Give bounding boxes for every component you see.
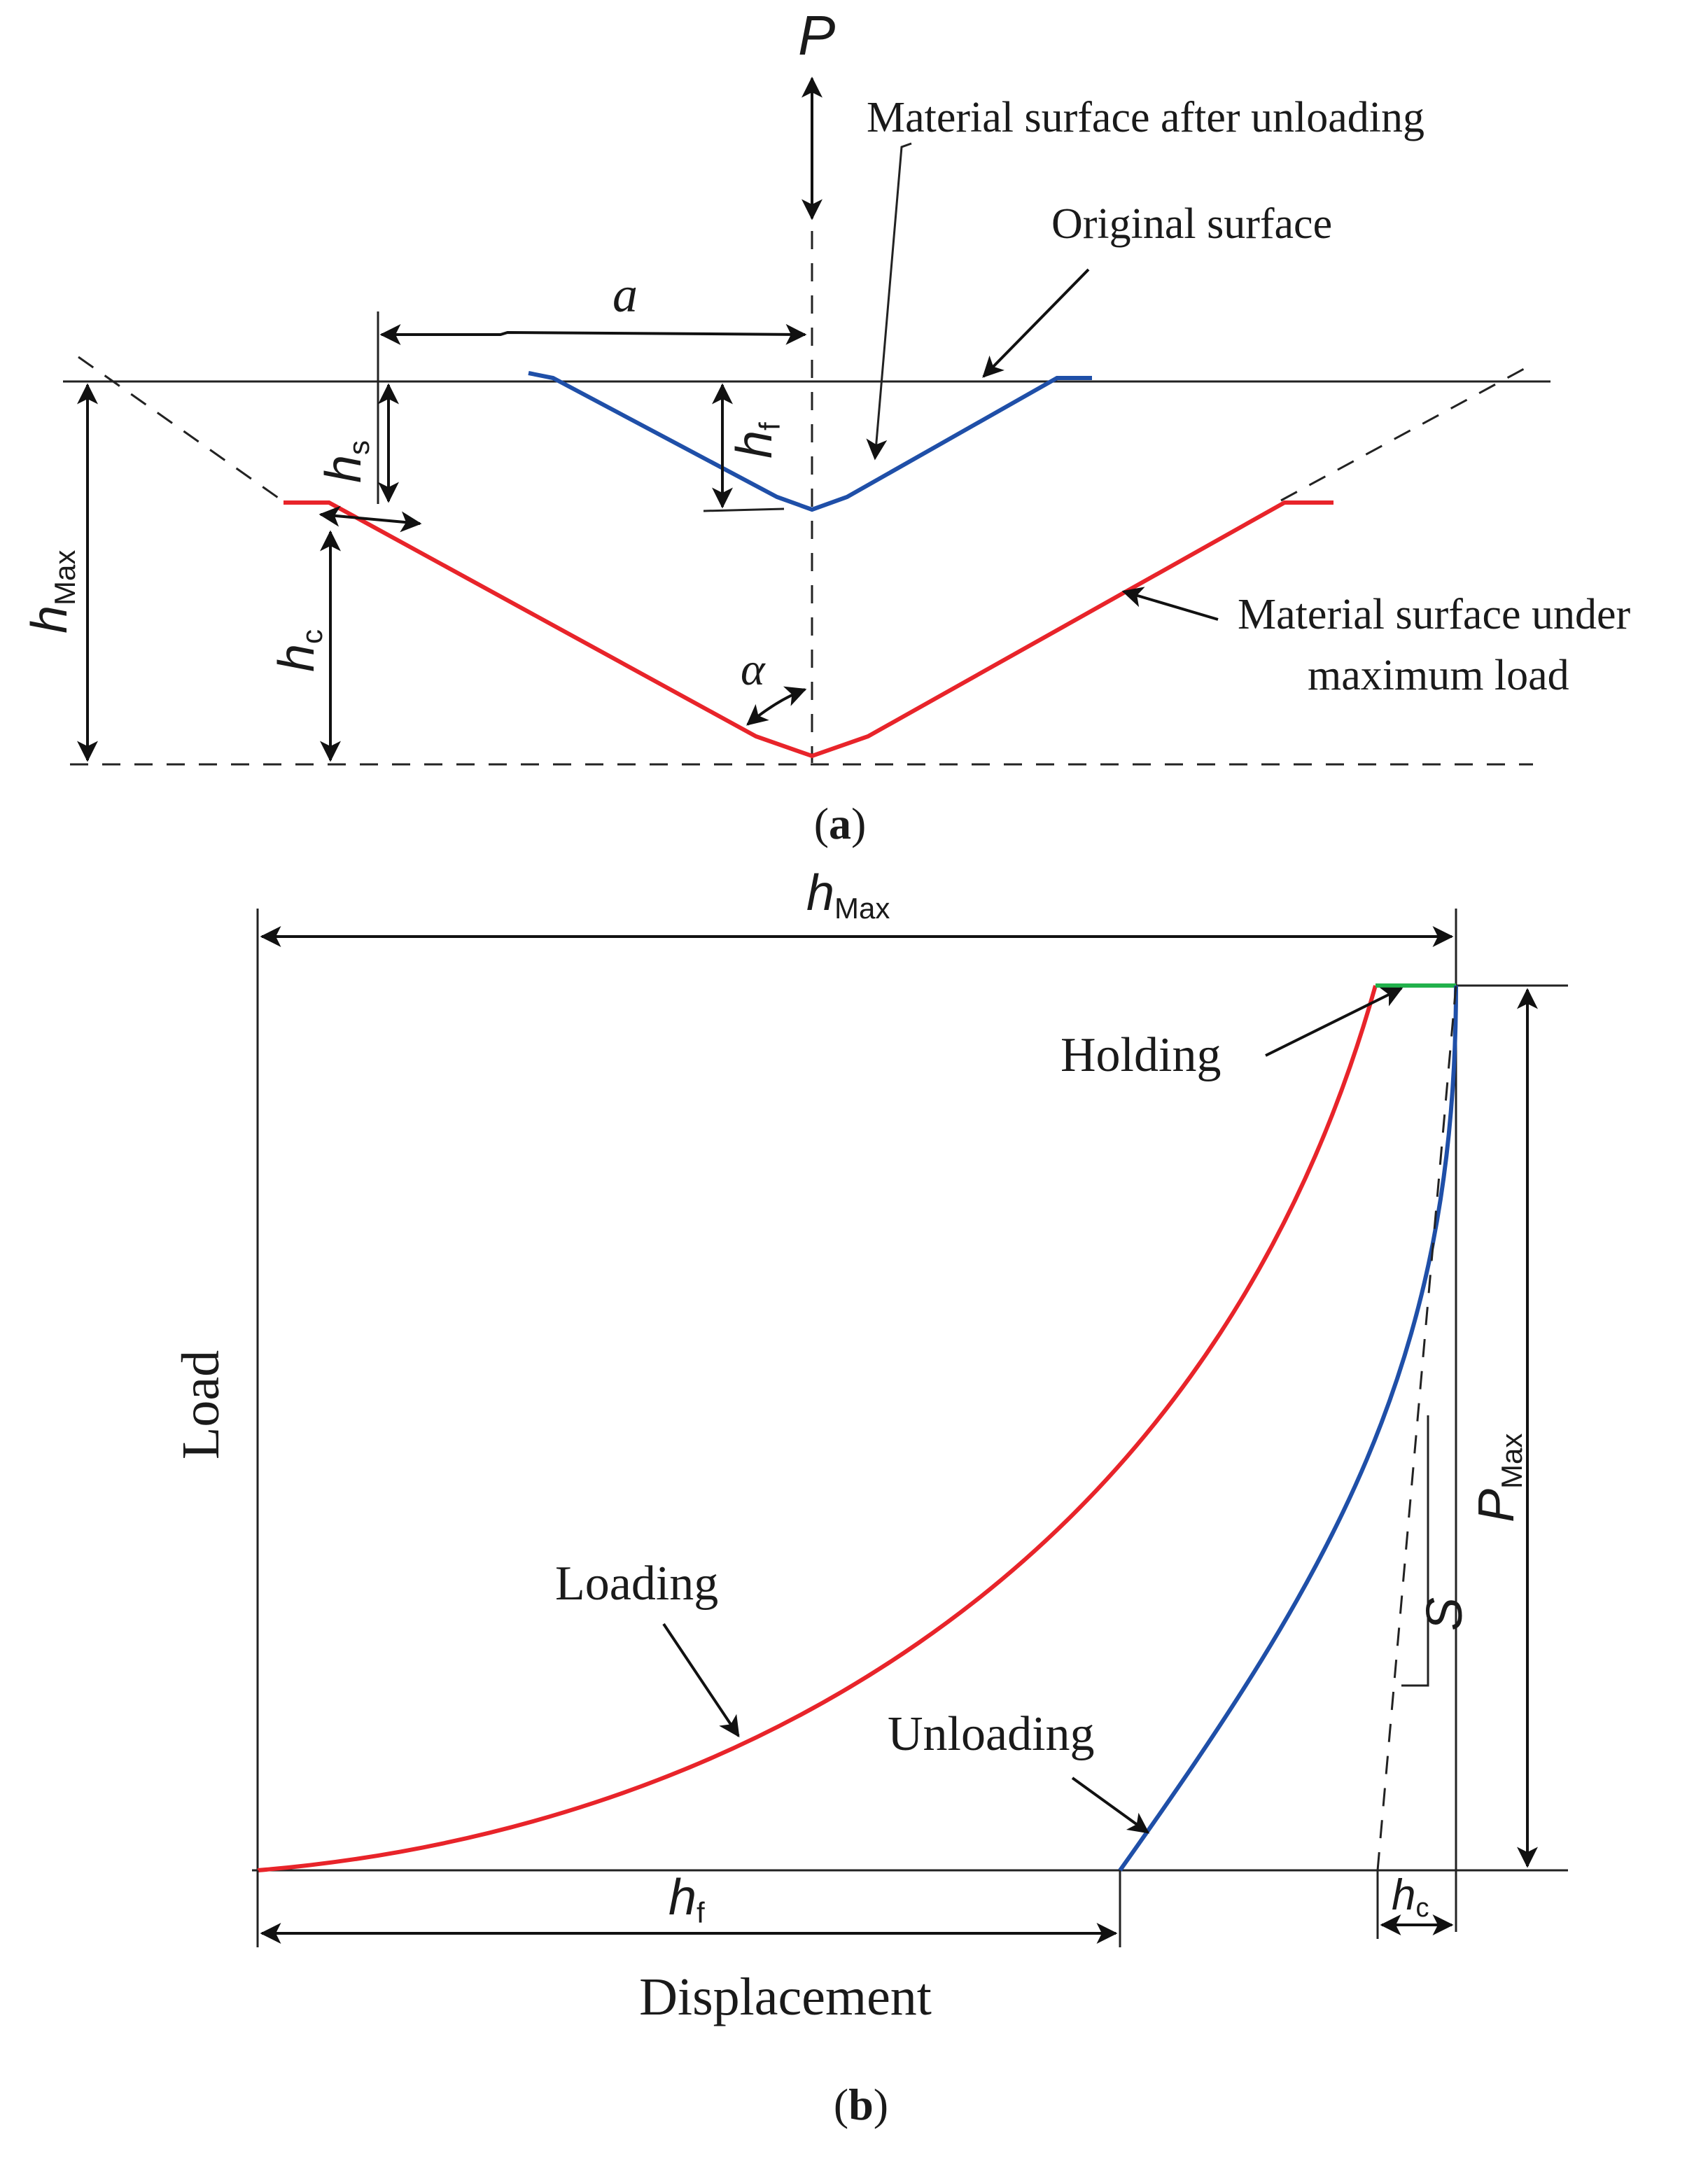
panel-a: P Material surface after unloading Origi… (22, 4, 1631, 848)
stiffness-tangent (1376, 985, 1457, 1871)
leader-after-unloading (866, 142, 912, 461)
leader-loading (662, 1623, 740, 1738)
label-under-max-load-1: Material surface under (1238, 591, 1631, 638)
leader-original-surface (982, 268, 1090, 378)
dim-a-label: a (612, 267, 638, 323)
label-after-unloading: Material surface after unloading (867, 94, 1424, 141)
leader-under-max-load (1121, 587, 1219, 621)
dim-hf-tick (703, 507, 785, 512)
dim-hc-label: hc (269, 629, 328, 672)
label-unloading: Unloading (888, 1707, 1095, 1761)
dim-hmax-label: hMax (22, 550, 81, 633)
loading-curve (257, 985, 1378, 1872)
label-original-surface: Original surface (1051, 200, 1332, 248)
angle-arc (746, 686, 807, 726)
y-axis-label: Load (172, 1350, 230, 1459)
stiffness-bracket (1401, 1415, 1429, 1687)
surface-after-unloading-curve (528, 371, 1092, 512)
load-symbol: P (798, 4, 835, 66)
caption-a: (a) (814, 799, 867, 848)
label-loading: Loading (555, 1557, 718, 1611)
dim-pmax-label: PMax (1469, 1434, 1528, 1522)
indenter-dashed-left (78, 356, 288, 505)
dim-a-arrow (379, 323, 807, 345)
dim-hf-b-label: hf (668, 1870, 705, 1929)
leader-holding (1265, 987, 1404, 1057)
dim-hc-b-label: hc (1392, 1871, 1429, 1923)
caption-b: (b) (834, 2080, 888, 2129)
dim-hmax-b-label: hMax (806, 865, 890, 925)
label-under-max-load-2: maximum load (1308, 652, 1569, 699)
leader-unloading (1071, 1777, 1150, 1834)
panel-b: hMax S PMax Holding Loading Unloading (172, 865, 1568, 2129)
indenter-dashed-right (1280, 363, 1534, 502)
stiffness-label: S (1417, 1597, 1473, 1631)
surface-under-max-load-curve (284, 500, 1334, 759)
dim-hf-label: hf (727, 422, 786, 458)
angle-label: α (741, 644, 766, 695)
unloading-curve (1118, 985, 1458, 1872)
dim-hs-label: hs (316, 440, 375, 483)
dim-hc-small-arrow (318, 505, 422, 533)
x-axis-label: Displacement (639, 1968, 932, 2026)
label-holding: Holding (1060, 1028, 1221, 1082)
